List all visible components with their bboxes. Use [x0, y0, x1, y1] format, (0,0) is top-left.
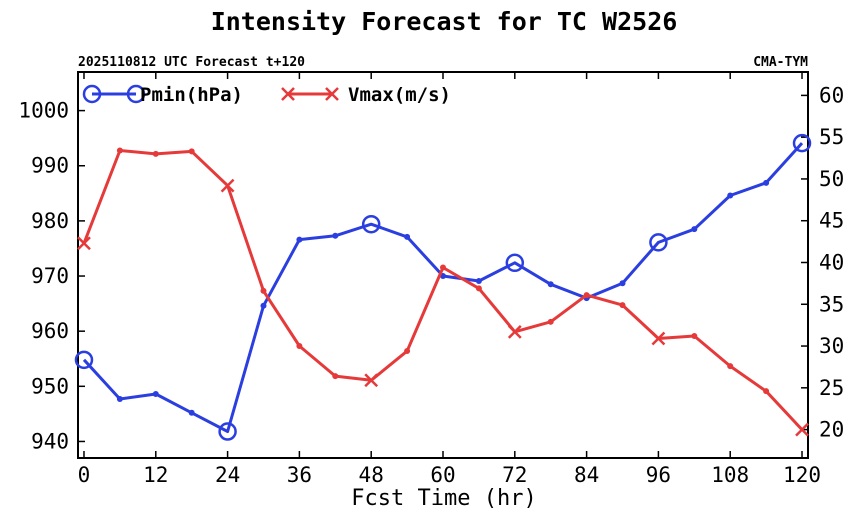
pmin-point	[691, 226, 698, 233]
pmin-point-marker	[82, 84, 102, 104]
vmax-point-marker	[220, 178, 235, 193]
x-tick-label: 96	[646, 463, 671, 487]
pmin-point	[404, 233, 411, 240]
chart-subtitle-left: 2025110812 UTC Forecast t+120	[78, 55, 305, 70]
axes-group: 0 12 24 36 48 60 72 84 96 108 120 940 950 960 970 980 99…	[18, 71, 844, 487]
y-right-tick-label: 40	[819, 250, 844, 274]
pmin-point	[763, 179, 770, 186]
y-right-tick-label: 45	[819, 209, 844, 233]
series-pmin	[74, 133, 812, 441]
pmin-point-marker	[649, 233, 668, 252]
vmax-point-marker	[651, 331, 666, 346]
y-left-tick-label: 1000	[18, 99, 69, 123]
vmax-point-marker	[325, 87, 339, 101]
pmin-point	[727, 192, 734, 199]
vmax-point	[296, 343, 303, 350]
x-tick-label: 72	[502, 463, 527, 487]
pmin-point-marker	[74, 350, 94, 370]
pmin-point	[296, 236, 303, 243]
x-tick-label: 24	[215, 463, 240, 487]
pmin-point-marker	[505, 253, 525, 273]
vmax-point	[188, 148, 195, 155]
vmax-point	[440, 264, 446, 271]
legend: Pmin(hPa) Vmax(m/s)	[82, 84, 451, 106]
x-tick-label: 60	[430, 463, 455, 487]
vmax-point-marker	[795, 422, 809, 437]
vmax-point	[152, 150, 159, 157]
series-group	[74, 133, 812, 441]
vmax-point	[727, 363, 734, 370]
y-left-tick-label: 950	[31, 374, 69, 398]
pmin-point	[332, 232, 339, 239]
pmin-point-marker	[361, 214, 381, 234]
pmin-point-marker	[218, 422, 237, 441]
y-left-tick-label: 940	[31, 429, 69, 453]
x-tick-label: 12	[143, 463, 168, 487]
pmin-line	[82, 142, 804, 433]
vmax-point	[691, 333, 698, 340]
vmax-point	[583, 292, 590, 299]
vmax-line	[82, 149, 804, 431]
vmax-point-marker	[281, 87, 295, 101]
legend-label-0: Pmin(hPa)	[140, 84, 243, 106]
chart-subtitle-right: CMA-TYM	[753, 55, 808, 70]
x-tick-label: 48	[359, 463, 384, 487]
x-axis-label: Fcst Time (hr)	[351, 486, 536, 511]
y-right-tick-label: 55	[819, 125, 844, 149]
pmin-point	[188, 409, 195, 416]
vmax-point	[619, 302, 626, 309]
y-left-tick-label: 970	[31, 264, 69, 288]
pmin-point-marker	[126, 84, 146, 104]
pmin-point	[475, 277, 482, 284]
y-right-tick-label: 50	[819, 167, 844, 191]
chart-title: Intensity Forecast for TC W2526	[211, 7, 678, 36]
vmax-point	[763, 388, 770, 395]
vmax-point	[547, 318, 554, 325]
y-left-tick-label: 960	[31, 319, 69, 343]
y-right-tick-label: 25	[819, 376, 844, 400]
vmax-point-marker	[364, 373, 379, 388]
x-tick-label: 108	[711, 463, 749, 487]
pmin-point-marker	[792, 133, 812, 153]
y-right-tick-label: 35	[819, 292, 844, 316]
y-right-tick-label: 30	[819, 334, 844, 358]
vmax-point	[475, 285, 482, 292]
pmin-point	[152, 391, 159, 398]
pmin-point	[116, 395, 123, 402]
x-tick-label: 84	[574, 463, 599, 487]
y-right-tick-label: 60	[819, 83, 844, 107]
legend-label-1: Vmax(m/s)	[348, 84, 451, 106]
vmax-point	[332, 373, 339, 380]
y-left-tick-label: 980	[31, 209, 69, 233]
vmax-point	[116, 147, 123, 154]
vmax-point-marker	[507, 324, 522, 339]
vmax-point	[260, 287, 267, 294]
y-left-tick-label: 990	[31, 154, 69, 178]
x-tick-label: 120	[783, 463, 821, 487]
pmin-point	[547, 281, 554, 288]
series-vmax	[77, 147, 809, 437]
x-tick-label: 0	[78, 463, 91, 487]
vmax-point	[404, 348, 411, 355]
pmin-point	[619, 280, 626, 287]
x-tick-label: 36	[287, 463, 312, 487]
vmax-point-marker	[77, 236, 91, 251]
pmin-point	[260, 302, 267, 309]
y-right-tick-label: 20	[819, 418, 844, 442]
